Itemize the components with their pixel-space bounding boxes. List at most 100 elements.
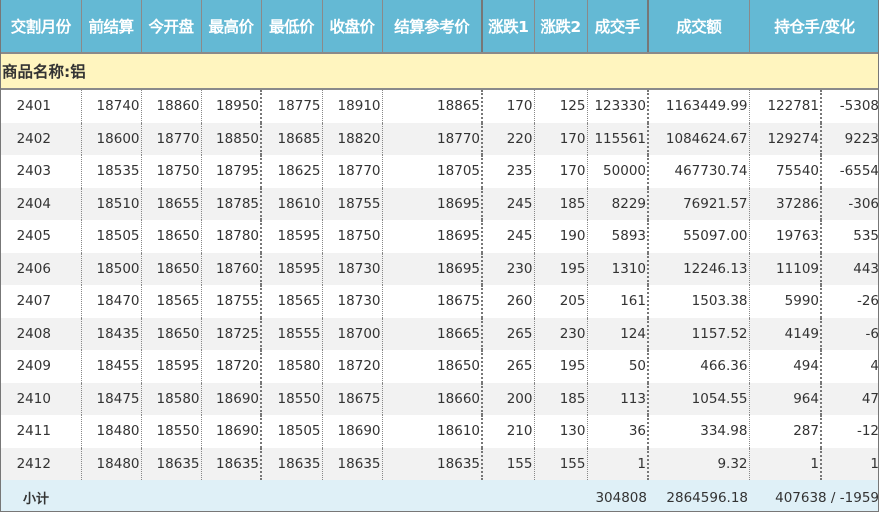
cell-settle-ref: 18675 bbox=[382, 285, 483, 318]
cell-prev-settle: 18500 bbox=[81, 252, 142, 285]
col-header-settle-ref: 结算参考价 bbox=[382, 0, 483, 54]
cell-volume: 124 bbox=[587, 317, 649, 350]
cell-change1: 245 bbox=[482, 187, 535, 220]
table-row: 2407 18470 18565 18755 18565 18730 18675 260 205… bbox=[1, 285, 879, 318]
cell-low: 18595 bbox=[261, 220, 323, 253]
cell-open: 18750 bbox=[141, 155, 202, 188]
cell-open: 18595 bbox=[141, 350, 202, 383]
header-row: 交割月份 前结算 今开盘 最高价 最低价 收盘价 结算参考价 涨跌1 涨跌2 成… bbox=[1, 0, 878, 54]
cell-month: 2411 bbox=[1, 415, 82, 448]
cell-open-interest: 122781 bbox=[749, 89, 822, 123]
cell-prev-settle: 18600 bbox=[81, 122, 142, 155]
cell-open-interest: 75540 bbox=[749, 155, 822, 188]
col-header-low: 最低价 bbox=[261, 0, 323, 54]
cell-settle-ref: 18660 bbox=[382, 382, 483, 415]
subtotal-open-interest: 407638 / -1959 bbox=[749, 480, 878, 511]
cell-close: 18770 bbox=[322, 155, 383, 188]
cell-prev-settle: 18470 bbox=[81, 285, 142, 318]
cell-change2: 205 bbox=[534, 285, 588, 318]
cell-open-interest: 129274 bbox=[749, 122, 822, 155]
product-name: 商品名称:铝 bbox=[1, 53, 878, 90]
cell-high: 18755 bbox=[201, 285, 262, 318]
cell-open: 18580 bbox=[141, 382, 202, 415]
cell-turnover: 1084624.67 bbox=[648, 122, 750, 155]
cell-settle-ref: 18705 bbox=[382, 155, 483, 188]
table-row: 2408 18435 18650 18725 18555 18700 18665 265 230… bbox=[1, 317, 878, 350]
cell-change2: 190 bbox=[534, 220, 588, 253]
subtotal-volume: 304808 bbox=[587, 480, 648, 511]
cell-close: 18750 bbox=[322, 220, 383, 253]
cell-volume: 50 bbox=[587, 350, 649, 383]
cell-oi-change: -26 bbox=[856, 293, 879, 310]
cell-open: 18650 bbox=[141, 252, 202, 285]
cell-oi-change: 443 bbox=[821, 252, 878, 285]
cell-open-interest: 4149 bbox=[749, 317, 822, 350]
subtotal-turnover: 2864596.18 bbox=[648, 480, 749, 511]
cell-low: 18550 bbox=[261, 382, 323, 415]
cell-change2: 230 bbox=[534, 317, 588, 350]
cell-open-interest: 494 bbox=[749, 350, 822, 383]
cell-high: 18785 bbox=[201, 187, 262, 220]
cell-month: 2407 bbox=[1, 285, 82, 318]
cell-month: 2405 bbox=[1, 220, 82, 253]
cell-month: 2412 bbox=[1, 447, 82, 480]
cell-oi-change: 9223 bbox=[821, 122, 878, 155]
col-header-prev-settle: 前结算 bbox=[81, 0, 142, 54]
cell-low: 18625 bbox=[261, 155, 323, 188]
cell-volume: 36 bbox=[587, 415, 649, 448]
cell-prev-settle: 18505 bbox=[81, 220, 142, 253]
product-row: 商品名称:铝 bbox=[1, 53, 878, 90]
cell-turnover: 12246.13 bbox=[648, 252, 750, 285]
cell-oi-change: -6 bbox=[821, 317, 878, 350]
cell-low: 18580 bbox=[261, 350, 323, 383]
col-header-open: 今开盘 bbox=[141, 0, 202, 54]
subtotal-spacer bbox=[81, 480, 587, 511]
cell-prev-settle: 18510 bbox=[81, 187, 142, 220]
cell-low: 18565 bbox=[261, 285, 323, 318]
cell-high: 18635 bbox=[201, 447, 262, 480]
cell-open-interest: 287 bbox=[749, 415, 822, 448]
cell-settle-ref: 18650 bbox=[382, 350, 483, 383]
cell-open-interest: 19763 bbox=[749, 220, 822, 253]
cell-month: 2406 bbox=[1, 252, 82, 285]
col-header-month: 交割月份 bbox=[1, 0, 82, 54]
cell-settle-ref: 18865 bbox=[382, 89, 483, 123]
cell-oi-change: -5308 bbox=[839, 98, 879, 115]
subtotal-row: 小计 304808 2864596.18 407638 / -1959 bbox=[1, 480, 878, 511]
cell-close: 18730 bbox=[322, 285, 383, 318]
cell-open-interest: 5990 bbox=[749, 285, 822, 318]
cell-low: 18775 bbox=[261, 89, 323, 123]
cell-prev-settle: 18475 bbox=[81, 382, 142, 415]
cell-low: 18595 bbox=[261, 252, 323, 285]
col-header-volume: 成交手 bbox=[587, 0, 649, 54]
cell-high: 18690 bbox=[201, 382, 262, 415]
cell-month: 2402 bbox=[1, 122, 82, 155]
cell-change2: 125 bbox=[534, 89, 588, 123]
col-header-turnover: 成交额 bbox=[648, 0, 750, 54]
cell-month: 2403 bbox=[1, 155, 82, 188]
cell-close: 18700 bbox=[322, 317, 383, 350]
cell-change1: 170 bbox=[482, 89, 535, 123]
cell-settle-ref: 18695 bbox=[382, 220, 483, 253]
cell-change1: 245 bbox=[482, 220, 535, 253]
cell-open: 18650 bbox=[141, 317, 202, 350]
cell-close: 18690 bbox=[322, 415, 383, 448]
cell-oi-change: 535 bbox=[853, 228, 879, 245]
cell-volume: 1 bbox=[587, 447, 649, 480]
cell-change1: 155 bbox=[482, 447, 535, 480]
cell-open: 18770 bbox=[141, 122, 202, 155]
cell-volume: 1310 bbox=[587, 252, 649, 285]
table-row: 2403 18535 18750 18795 18625 18770 18705 235 170… bbox=[1, 155, 878, 188]
cell-settle-ref: 18610 bbox=[382, 415, 483, 448]
cell-low: 18635 bbox=[261, 447, 323, 480]
cell-settle-ref: 18635 bbox=[382, 447, 483, 480]
table-row: 2411 18480 18550 18690 18505 18690 18610 210 130… bbox=[1, 415, 878, 448]
cell-volume: 8229 bbox=[587, 187, 649, 220]
cell-open: 18550 bbox=[141, 415, 202, 448]
cell-prev-settle: 18480 bbox=[81, 447, 142, 480]
cell-month: 2404 bbox=[1, 187, 82, 220]
cell-low: 18505 bbox=[261, 415, 323, 448]
cell-change2: 185 bbox=[534, 187, 588, 220]
cell-close: 18820 bbox=[322, 122, 383, 155]
